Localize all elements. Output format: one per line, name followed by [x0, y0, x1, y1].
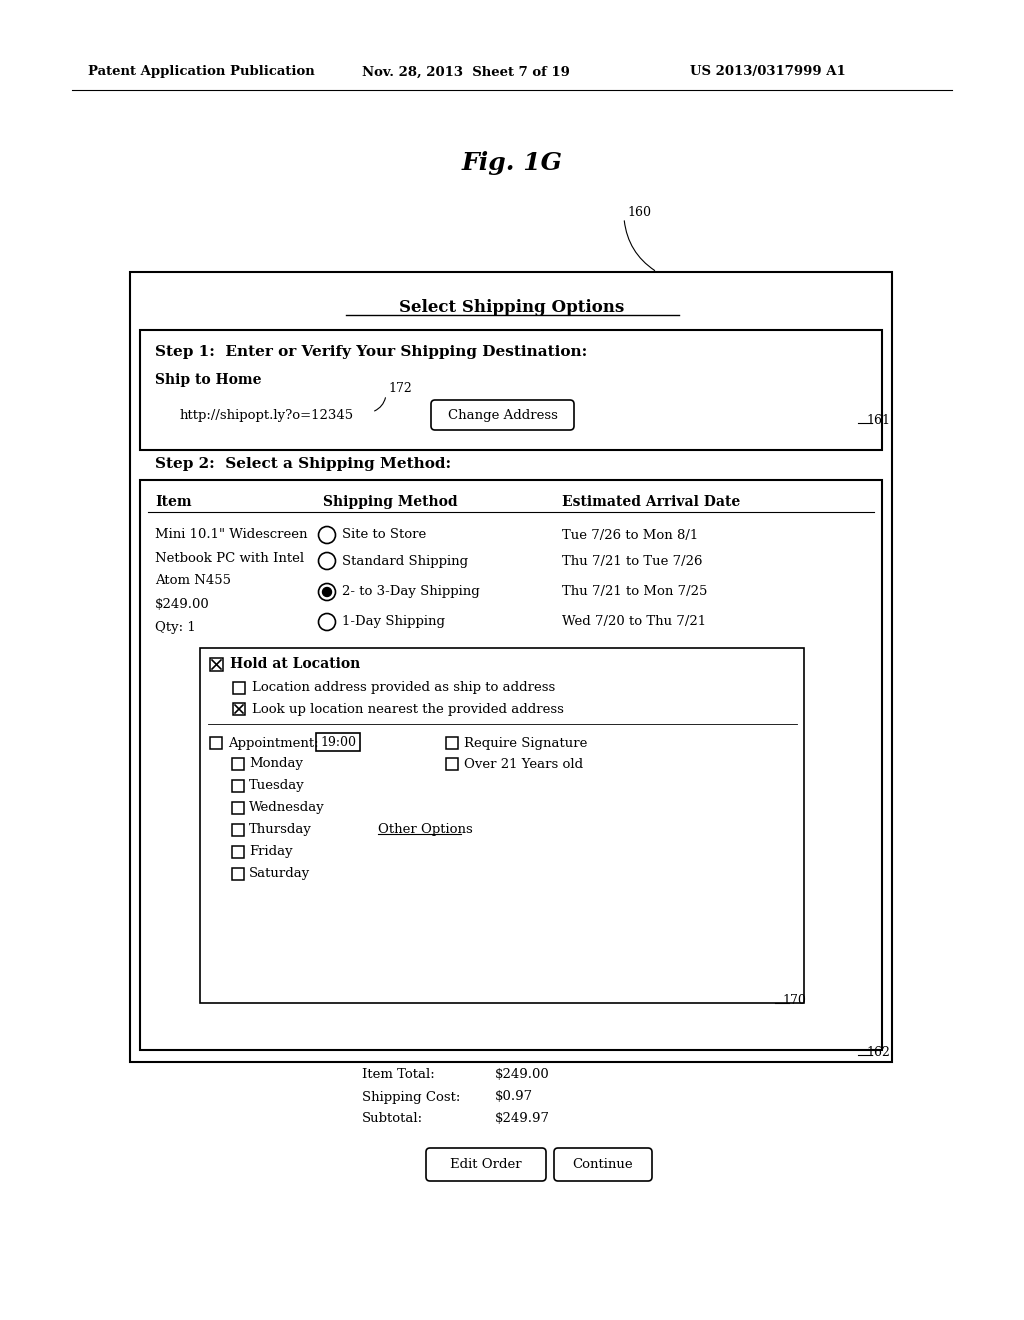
Bar [210, 737, 222, 748]
Text: Qty: 1: Qty: 1 [155, 620, 196, 634]
Bar [446, 737, 458, 748]
Text: Standard Shipping: Standard Shipping [342, 554, 468, 568]
Text: Shipping Cost:: Shipping Cost: [362, 1090, 461, 1104]
Bar [232, 846, 244, 858]
FancyBboxPatch shape [426, 1148, 546, 1181]
Bar [140, 480, 882, 1049]
Text: Friday: Friday [249, 846, 293, 858]
Bar [316, 733, 360, 751]
Text: $0.97: $0.97 [495, 1090, 534, 1104]
Text: Item: Item [155, 495, 191, 510]
Text: Continue: Continue [572, 1158, 633, 1171]
Text: Atom N455: Atom N455 [155, 574, 231, 587]
Bar [210, 657, 223, 671]
Text: Over 21 Years old: Over 21 Years old [464, 758, 583, 771]
Bar [446, 758, 458, 770]
Bar [200, 648, 804, 1003]
Text: Look up location nearest the provided address: Look up location nearest the provided ad… [252, 702, 564, 715]
Text: $249.00: $249.00 [155, 598, 210, 610]
Text: Ship to Home: Ship to Home [155, 374, 261, 387]
Text: Edit Order: Edit Order [451, 1158, 522, 1171]
Text: Subtotal:: Subtotal: [362, 1113, 423, 1126]
Text: 172: 172 [388, 381, 412, 395]
Text: Site to Store: Site to Store [342, 528, 426, 541]
Text: Item Total:: Item Total: [362, 1068, 435, 1081]
Text: Shipping Method: Shipping Method [323, 495, 458, 510]
Bar [232, 803, 244, 814]
Bar [140, 330, 882, 450]
Text: Wed 7/20 to Thu 7/21: Wed 7/20 to Thu 7/21 [562, 615, 707, 628]
Text: Select Shipping Options: Select Shipping Options [399, 300, 625, 317]
Text: Appointment:: Appointment: [228, 737, 318, 750]
Text: Change Address: Change Address [447, 408, 557, 421]
Text: http://shipopt.ly?o=12345: http://shipopt.ly?o=12345 [180, 408, 354, 421]
Text: $249.00: $249.00 [495, 1068, 550, 1081]
Bar [232, 824, 244, 836]
Text: US 2013/0317999 A1: US 2013/0317999 A1 [690, 66, 846, 78]
Text: Nov. 28, 2013  Sheet 7 of 19: Nov. 28, 2013 Sheet 7 of 19 [362, 66, 570, 78]
Text: Mini 10.1" Widescreen: Mini 10.1" Widescreen [155, 528, 307, 541]
Bar [233, 682, 245, 694]
Text: Tuesday: Tuesday [249, 780, 305, 792]
FancyBboxPatch shape [431, 400, 574, 430]
Text: 2- to 3-Day Shipping: 2- to 3-Day Shipping [342, 586, 480, 598]
Text: Thu 7/21 to Tue 7/26: Thu 7/21 to Tue 7/26 [562, 554, 702, 568]
Text: Patent Application Publication: Patent Application Publication [88, 66, 314, 78]
Text: Fig. 1G: Fig. 1G [462, 150, 562, 176]
Circle shape [323, 587, 332, 597]
Text: Netbook PC with Intel: Netbook PC with Intel [155, 552, 304, 565]
Bar [233, 704, 245, 715]
Text: Wednesday: Wednesday [249, 801, 325, 814]
Bar [232, 758, 244, 770]
Text: 162: 162 [866, 1045, 890, 1059]
Text: Step 1:  Enter or Verify Your Shipping Destination:: Step 1: Enter or Verify Your Shipping De… [155, 345, 587, 359]
Text: Location address provided as ship to address: Location address provided as ship to add… [252, 681, 555, 694]
Text: Saturday: Saturday [249, 867, 310, 880]
Text: 1-Day Shipping: 1-Day Shipping [342, 615, 445, 628]
Bar [232, 780, 244, 792]
FancyBboxPatch shape [554, 1148, 652, 1181]
Text: Monday: Monday [249, 758, 303, 771]
Text: $249.97: $249.97 [495, 1113, 550, 1126]
Text: 161: 161 [866, 413, 890, 426]
Text: 170: 170 [782, 994, 806, 1006]
Text: Thursday: Thursday [249, 824, 312, 837]
Text: Other Options: Other Options [378, 824, 473, 837]
Text: 160: 160 [627, 206, 651, 219]
Text: Hold at Location: Hold at Location [230, 657, 360, 671]
Bar [130, 272, 892, 1063]
Text: Require Signature: Require Signature [464, 737, 588, 750]
Text: Estimated Arrival Date: Estimated Arrival Date [562, 495, 740, 510]
Text: Step 2:  Select a Shipping Method:: Step 2: Select a Shipping Method: [155, 457, 452, 471]
Bar [232, 869, 244, 880]
Text: Tue 7/26 to Mon 8/1: Tue 7/26 to Mon 8/1 [562, 528, 698, 541]
Text: 19:00: 19:00 [319, 735, 356, 748]
Text: Thu 7/21 to Mon 7/25: Thu 7/21 to Mon 7/25 [562, 586, 708, 598]
